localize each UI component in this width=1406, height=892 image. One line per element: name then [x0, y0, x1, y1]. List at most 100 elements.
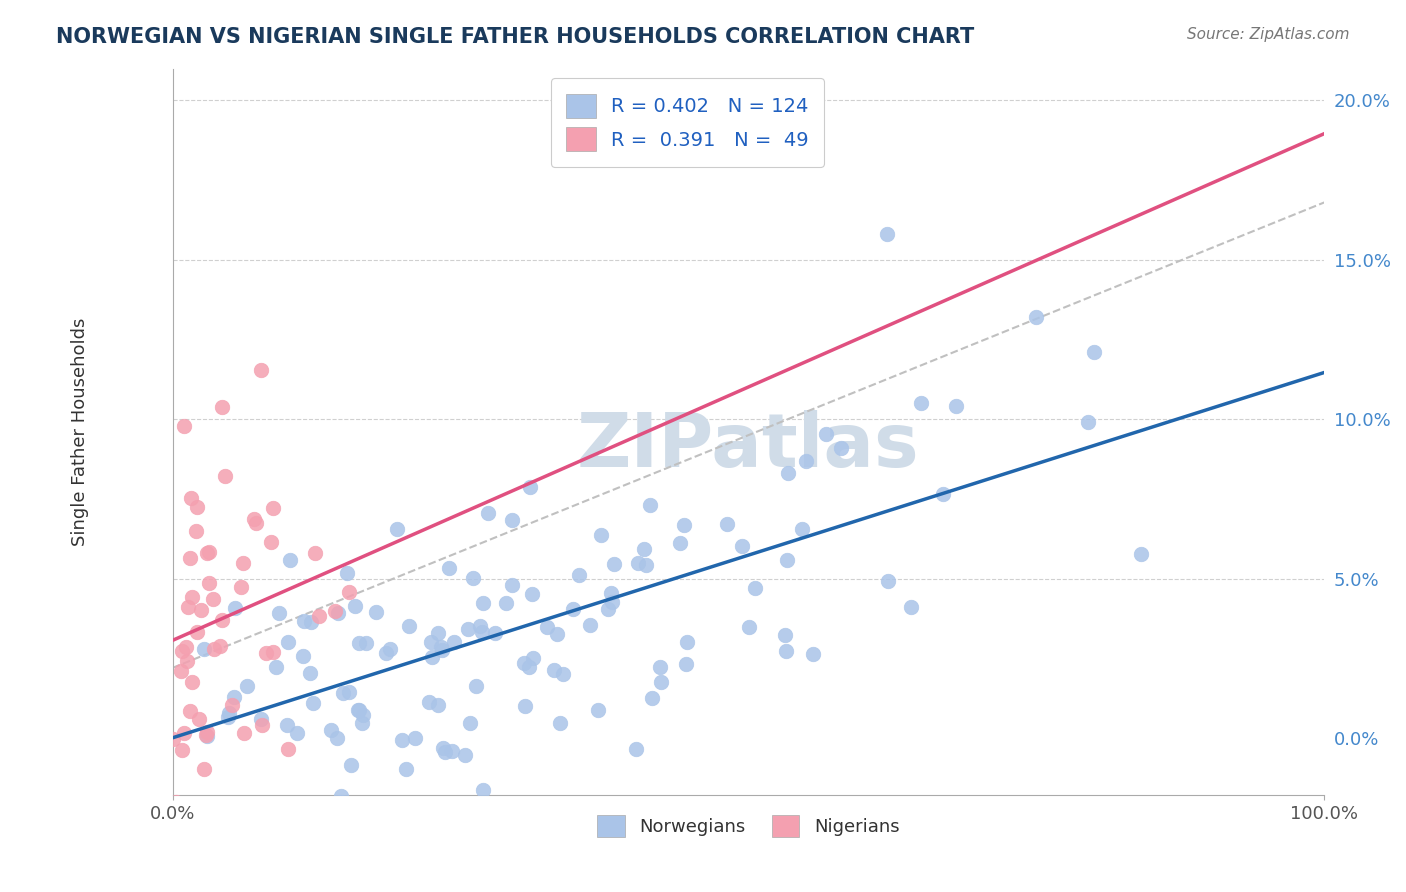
- Point: [561, 601, 583, 615]
- Point: [775, 644, 797, 658]
- Point: [245, 516, 267, 530]
- Point: [347, 703, 370, 717]
- Point: [430, 643, 453, 657]
- Point: [254, 646, 277, 660]
- Point: [197, 545, 219, 559]
- Point: [165, 795, 187, 809]
- Point: [568, 568, 591, 582]
- Point: [731, 539, 754, 553]
- Point: [187, 712, 209, 726]
- Point: [650, 675, 672, 690]
- Point: [602, 558, 624, 572]
- Point: [776, 466, 799, 480]
- Point: [548, 715, 571, 730]
- Point: [195, 728, 218, 742]
- Point: [910, 396, 932, 410]
- Point: [218, 706, 240, 720]
- Point: [186, 500, 208, 514]
- Point: [794, 453, 817, 467]
- Point: [398, 619, 420, 633]
- Point: [484, 626, 506, 640]
- Point: [349, 635, 371, 649]
- Point: [179, 551, 201, 566]
- Point: [470, 619, 492, 633]
- Point: [513, 656, 536, 670]
- Point: [180, 674, 202, 689]
- Point: [364, 605, 387, 619]
- Point: [277, 635, 299, 649]
- Point: [195, 546, 218, 560]
- Point: [344, 599, 367, 613]
- Point: [1083, 345, 1105, 359]
- Point: [170, 664, 193, 678]
- Point: [308, 609, 330, 624]
- Point: [672, 518, 695, 533]
- Point: [589, 528, 612, 542]
- Point: [776, 553, 799, 567]
- Text: Source: ZipAtlas.com: Source: ZipAtlas.com: [1187, 27, 1350, 42]
- Point: [285, 725, 308, 739]
- Point: [426, 698, 449, 713]
- Point: [170, 643, 193, 657]
- Point: [252, 718, 274, 732]
- Point: [814, 427, 837, 442]
- Point: [280, 553, 302, 567]
- Point: [352, 707, 374, 722]
- Point: [427, 626, 450, 640]
- Point: [174, 640, 197, 655]
- Point: [801, 647, 824, 661]
- Point: [432, 741, 454, 756]
- Point: [198, 575, 221, 590]
- Point: [330, 789, 353, 803]
- Point: [391, 732, 413, 747]
- Point: [323, 604, 346, 618]
- Point: [304, 546, 326, 560]
- Point: [330, 795, 353, 809]
- Point: [876, 574, 898, 588]
- Point: [522, 651, 544, 665]
- Point: [302, 696, 325, 710]
- Point: [420, 634, 443, 648]
- Point: [738, 620, 761, 634]
- Point: [792, 522, 814, 536]
- Point: [201, 592, 224, 607]
- Point: [233, 726, 256, 740]
- Point: [170, 742, 193, 756]
- Legend: Norwegians, Nigerians: Norwegians, Nigerians: [591, 808, 907, 845]
- Point: [180, 590, 202, 604]
- Point: [676, 634, 699, 648]
- Point: [543, 664, 565, 678]
- Point: [598, 602, 620, 616]
- Point: [546, 626, 568, 640]
- Point: [900, 599, 922, 614]
- Point: [292, 648, 315, 663]
- Point: [319, 723, 342, 738]
- Point: [1025, 310, 1047, 325]
- Point: [633, 542, 655, 557]
- Point: [536, 620, 558, 634]
- Point: [292, 614, 315, 628]
- Point: [231, 580, 253, 594]
- Point: [350, 716, 373, 731]
- Text: NORWEGIAN VS NIGERIAN SINGLE FATHER HOUSEHOLDS CORRELATION CHART: NORWEGIAN VS NIGERIAN SINGLE FATHER HOUS…: [56, 27, 974, 46]
- Point: [394, 762, 416, 776]
- Point: [471, 624, 494, 639]
- Point: [440, 744, 463, 758]
- Point: [463, 571, 485, 585]
- Point: [640, 690, 662, 705]
- Point: [336, 566, 359, 581]
- Point: [235, 679, 257, 693]
- Point: [876, 227, 898, 242]
- Point: [600, 586, 623, 600]
- Point: [332, 686, 354, 700]
- Point: [945, 400, 967, 414]
- Point: [221, 698, 243, 712]
- Point: [214, 469, 236, 483]
- Point: [586, 703, 609, 717]
- Point: [716, 516, 738, 531]
- Point: [385, 522, 408, 536]
- Point: [179, 704, 201, 718]
- Point: [501, 578, 523, 592]
- Point: [495, 596, 517, 610]
- Point: [262, 645, 284, 659]
